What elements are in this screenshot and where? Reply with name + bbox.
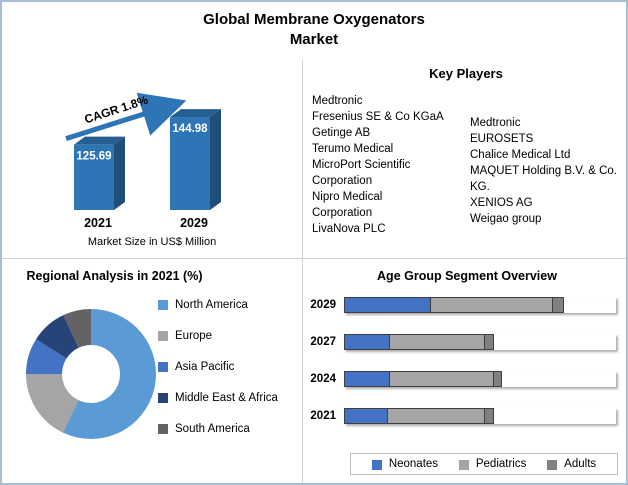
age-chart-year-label: 2029	[310, 299, 336, 311]
age-chart-segment-neonates	[344, 408, 388, 424]
age-chart-year-label: 2024	[310, 373, 336, 385]
legend-label: Middle East & Africa	[175, 392, 278, 404]
key-player: EUROSETS	[470, 133, 534, 145]
age-chart-segment-pediatrics	[390, 371, 494, 387]
key-player: XENIOS AG	[470, 197, 533, 209]
age-chart-segment-pediatrics	[387, 408, 486, 424]
legend-swatch	[158, 362, 168, 372]
age-chart-bar	[344, 334, 616, 350]
key-player: Weigao group	[470, 213, 542, 225]
age-chart-bar	[344, 408, 616, 424]
regional-legend-item: Middle East & Africa	[158, 392, 296, 405]
key-player: Medtronic	[312, 95, 363, 107]
regional-analysis-section: Regional Analysis in 2021 (%) North Amer…	[2, 259, 302, 483]
svg-text:125.69: 125.69	[76, 151, 111, 163]
regional-legend-item: Europe	[158, 330, 296, 343]
key-players-col-right: Medtronic EUROSETS Chalice Medical Ltd MAQU…	[470, 93, 622, 237]
key-player: MAQUET Holding B.V. & Co. KG.	[470, 165, 618, 193]
age-group-chart: 2029 2027 2024 2021	[308, 297, 616, 445]
key-player: LivaNova PLC	[312, 223, 386, 235]
age-chart-segment-neonates	[344, 371, 391, 387]
page-title: Global Membrane Oxygenators Market	[203, 11, 425, 48]
key-player: Fresenius SE & Co KGaA	[312, 111, 444, 123]
age-chart-segment-neonates	[344, 297, 432, 313]
legend-label: South America	[175, 423, 250, 435]
divider-horizontal	[2, 258, 626, 259]
key-players-columns: Medtronic Fresenius SE & Co KGaA Getinge A…	[304, 93, 626, 237]
age-legend-item: Adults	[547, 458, 596, 471]
age-chart-bar	[344, 297, 616, 313]
svg-text:2021: 2021	[84, 216, 112, 230]
regional-legend: North America Europe Asia Pacific Middle Ea…	[158, 299, 296, 436]
legend-label: Asia Pacific	[175, 361, 235, 373]
legend-swatch	[547, 459, 558, 470]
age-group-section: Age Group Segment Overview 2029 2027 2024 2…	[304, 259, 626, 483]
legend-label: Europe	[175, 330, 213, 342]
key-player: Getinge AB	[312, 127, 371, 139]
legend-label: Adults	[564, 457, 597, 470]
age-chart-segment-adults	[485, 408, 494, 424]
age-chart-segment-adults	[553, 297, 565, 313]
legend-swatch	[158, 300, 168, 310]
age-chart-year-label: 2027	[310, 336, 336, 348]
age-chart-segment-adults	[493, 371, 502, 387]
key-player: Medtronic	[470, 117, 521, 129]
legend-swatch	[158, 331, 168, 341]
age-chart-row: 2021	[308, 408, 616, 424]
svg-text:144.98: 144.98	[172, 123, 208, 135]
age-chart-row: 2024	[308, 371, 616, 387]
market-size-section: 125.69 2021 144.98 2029 CAGR 1.8% Market Siz…	[2, 60, 302, 258]
age-group-legend: Neonates Pediatrics Adults	[350, 453, 618, 475]
age-chart-bar	[344, 371, 616, 387]
age-chart-segment-pediatrics	[431, 297, 554, 313]
legend-label: Pediatrics	[475, 457, 527, 470]
key-player: MicroPort Scientific Corporation	[312, 159, 411, 187]
age-group-heading: Age Group Segment Overview	[377, 269, 557, 283]
legend-swatch	[158, 424, 168, 434]
market-size-caption: Market Size in US$ Million	[87, 236, 217, 248]
age-chart-segment-adults	[485, 334, 494, 350]
key-player: Nipro Medical Corporation	[312, 191, 383, 219]
key-players-col-left: Medtronic Fresenius SE & Co KGaA Getinge A…	[312, 93, 444, 237]
age-legend-item: Pediatrics	[458, 457, 527, 471]
key-players-section: Key Players Medtronic Fresenius SE & Co K…	[304, 66, 626, 258]
key-player: Terumo Medical	[312, 143, 394, 155]
regional-donut-chart	[26, 309, 156, 439]
regional-legend-item: South America	[158, 423, 296, 436]
regional-legend-item: North America	[158, 299, 296, 312]
age-chart-segment-pediatrics	[390, 334, 486, 350]
legend-swatch	[458, 459, 469, 470]
age-chart-segment-neonates	[344, 334, 391, 350]
legend-swatch	[158, 393, 168, 403]
key-player: Chalice Medical Ltd	[470, 149, 571, 161]
legend-label: Neonates	[388, 457, 439, 470]
age-chart-row: 2027	[308, 334, 616, 350]
legend-label: North America	[175, 299, 248, 311]
svg-text:2029: 2029	[180, 216, 208, 230]
divider-vertical	[302, 60, 303, 483]
age-chart-row: 2029	[308, 297, 616, 313]
age-legend-item: Neonates	[371, 457, 439, 471]
age-chart-year-label: 2021	[310, 410, 336, 422]
legend-swatch	[371, 459, 382, 470]
regional-heading: Regional Analysis in 2021 (%)	[26, 269, 203, 283]
regional-legend-item: Asia Pacific	[158, 361, 296, 374]
key-players-heading: Key Players	[429, 66, 503, 81]
